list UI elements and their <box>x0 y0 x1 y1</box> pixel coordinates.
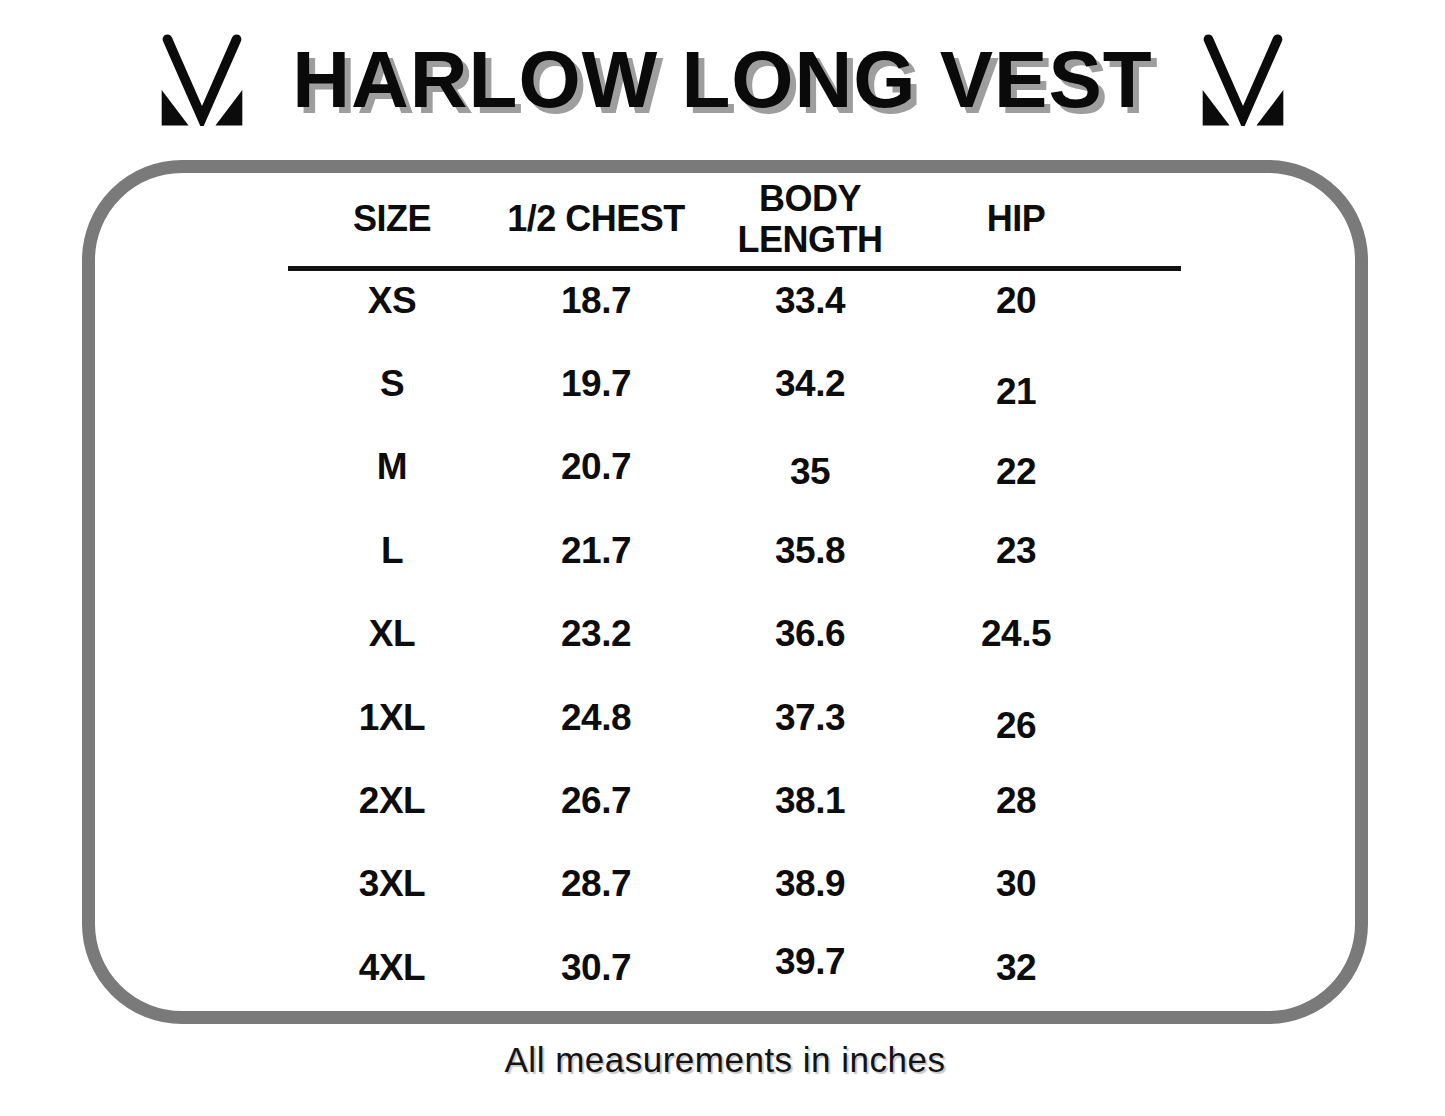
cell-hip: 20 <box>924 280 1108 322</box>
table-row: M 20.7 35 22 <box>288 426 1108 509</box>
measurements-note: All measurements in inches <box>82 1040 1368 1080</box>
header: HARLOW LONG VEST <box>0 24 1445 136</box>
cell-body-length: 37.3 <box>696 697 924 739</box>
cell-size: L <box>288 530 496 572</box>
table-row: 2XL 26.7 38.1 28 <box>288 759 1108 842</box>
page-title: HARLOW LONG VEST <box>292 40 1152 120</box>
cell-hip: 26 <box>924 705 1108 747</box>
cell-size: XL <box>288 613 496 655</box>
cell-half-chest: 23.2 <box>496 613 696 655</box>
cell-body-length: 33.4 <box>696 280 924 322</box>
cell-hip: 24.5 <box>924 613 1108 655</box>
m-brand-logo-icon <box>154 34 250 126</box>
cell-size: S <box>288 363 496 405</box>
table-row: XL 23.2 36.6 24.5 <box>288 593 1108 676</box>
cell-hip: 23 <box>924 530 1108 572</box>
col-header-half-chest: 1/2 CHEST <box>507 198 685 239</box>
table-header-row: SIZE 1/2 CHEST BODY LENGTH HIP <box>288 172 1108 266</box>
cell-body-length: 35.8 <box>696 530 924 572</box>
col-header-hip: HIP <box>987 198 1046 239</box>
cell-half-chest: 18.7 <box>496 280 696 322</box>
cell-hip: 32 <box>924 947 1108 989</box>
table-row: XS 18.7 33.4 20 <box>288 259 1108 342</box>
cell-body-length: 35 <box>696 451 924 493</box>
cell-half-chest: 28.7 <box>496 863 696 905</box>
cell-size: M <box>288 446 496 488</box>
cell-body-length: 39.7 <box>696 941 924 983</box>
cell-body-length: 38.9 <box>696 863 924 905</box>
cell-body-length: 36.6 <box>696 613 924 655</box>
cell-hip: 22 <box>924 451 1108 493</box>
table-row: S 19.7 34.2 21 <box>288 342 1108 425</box>
cell-hip: 30 <box>924 863 1108 905</box>
cell-half-chest: 26.7 <box>496 780 696 822</box>
cell-half-chest: 19.7 <box>496 363 696 405</box>
cell-size: XS <box>288 280 496 322</box>
cell-size: 1XL <box>288 697 496 739</box>
cell-size: 2XL <box>288 780 496 822</box>
cell-half-chest: 20.7 <box>496 446 696 488</box>
col-header-body-length: BODY LENGTH <box>735 178 885 261</box>
cell-half-chest: 21.7 <box>496 530 696 572</box>
cell-size: 3XL <box>288 863 496 905</box>
size-chart-table: SIZE 1/2 CHEST BODY LENGTH HIP XS 18.7 3… <box>288 172 1181 1010</box>
table-row: 1XL 24.8 37.3 26 <box>288 676 1108 759</box>
cell-half-chest: 30.7 <box>496 947 696 989</box>
cell-hip: 21 <box>924 371 1108 413</box>
table-row: 4XL 30.7 39.7 32 <box>288 926 1108 1009</box>
cell-body-length: 38.1 <box>696 780 924 822</box>
col-header-size: SIZE <box>353 198 431 239</box>
cell-size: 4XL <box>288 947 496 989</box>
cell-body-length: 34.2 <box>696 363 924 405</box>
table-row: L 21.7 35.8 23 <box>288 509 1108 592</box>
table-row: 3XL 28.7 38.9 30 <box>288 843 1108 926</box>
cell-hip: 28 <box>924 780 1108 822</box>
table-body: XS 18.7 33.4 20 S 19.7 34.2 21 M 20.7 35… <box>288 259 1181 1010</box>
cell-half-chest: 24.8 <box>496 697 696 739</box>
m-brand-logo-icon <box>1195 34 1291 126</box>
